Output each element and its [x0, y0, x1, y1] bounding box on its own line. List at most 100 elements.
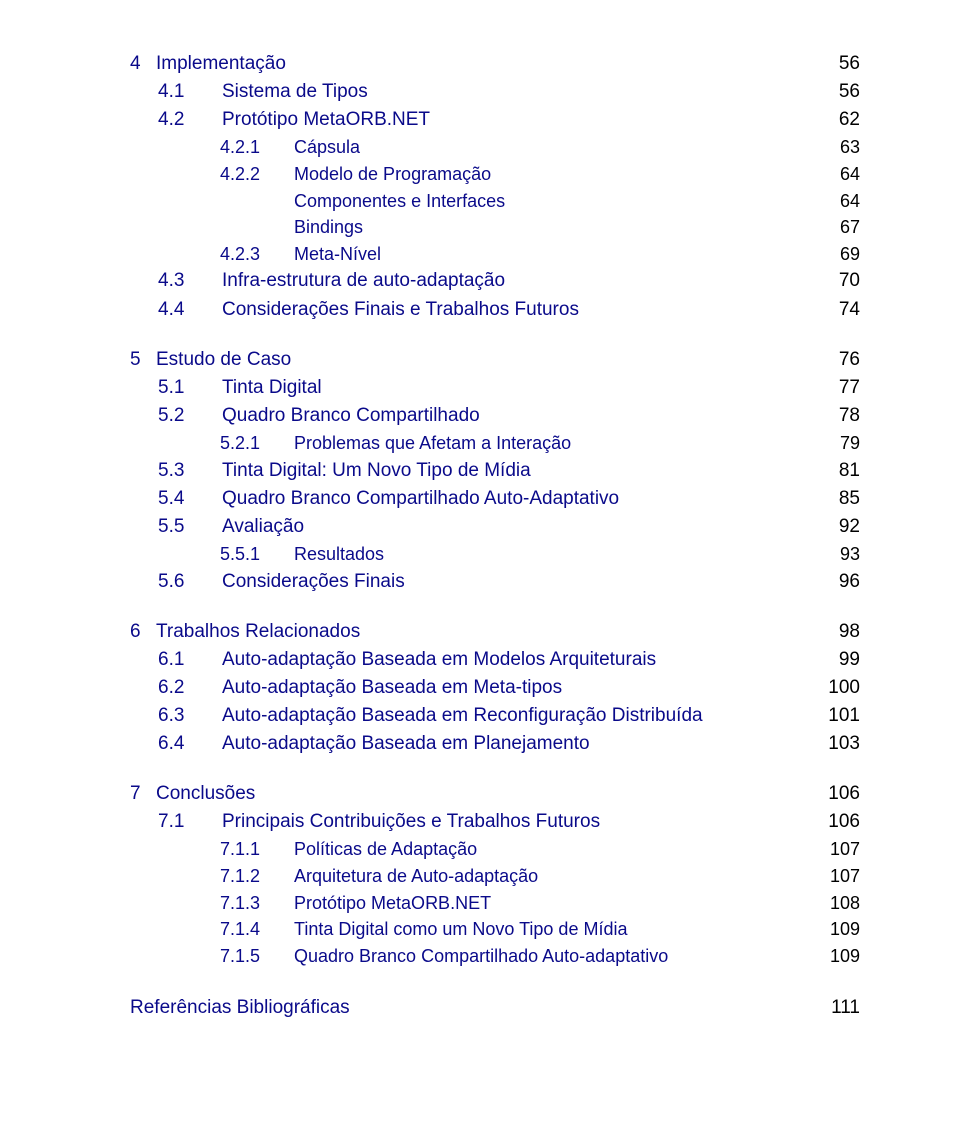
toc-section[interactable]: 6.3 Auto-adaptação Baseada em Reconfigur… [130, 702, 860, 730]
toc-number: 4.3 [130, 267, 222, 295]
toc-title: Auto-adaptação Baseada em Reconfiguração… [222, 702, 820, 730]
toc-number: 5.4 [130, 485, 222, 513]
toc-title: Conclusões [156, 780, 820, 808]
toc-section[interactable]: 6.4 Auto-adaptação Baseada em Planejamen… [130, 730, 860, 758]
toc-title: Principais Contribuições e Trabalhos Fut… [222, 808, 820, 836]
toc-title: Políticas de Adaptação [294, 836, 820, 863]
toc-page-number: 78 [820, 402, 860, 430]
toc-subsection[interactable]: 7.1.3 Protótipo MetaORB.NET 108 [130, 890, 860, 917]
toc-section[interactable]: 5.6 Considerações Finais 96 [130, 568, 860, 596]
toc-number: 6.2 [130, 674, 222, 702]
toc-section[interactable]: 5.4 Quadro Branco Compartilhado Auto-Ada… [130, 485, 860, 513]
toc-page-number: 108 [820, 890, 860, 917]
toc-number: 7.1.3 [130, 890, 294, 917]
toc-section[interactable]: 6.1 Auto-adaptação Baseada em Modelos Ar… [130, 646, 860, 674]
toc-number: 5.6 [130, 568, 222, 596]
toc-number: 4.1 [130, 78, 222, 106]
toc-references[interactable]: Referências Bibliográficas 111 [130, 994, 860, 1022]
toc-title: Auto-adaptação Baseada em Modelos Arquit… [222, 646, 820, 674]
toc-section[interactable]: 6.2 Auto-adaptação Baseada em Meta-tipos… [130, 674, 860, 702]
toc-page-number: 109 [820, 943, 860, 970]
toc-page-number: 101 [820, 702, 860, 730]
toc-section[interactable]: 5.1 Tinta Digital 77 [130, 374, 860, 402]
toc-page-number: 103 [820, 730, 860, 758]
toc-section[interactable]: 5.2 Quadro Branco Compartilhado 78 [130, 402, 860, 430]
toc-number: 6.4 [130, 730, 222, 758]
toc-page-number: 96 [820, 568, 860, 596]
toc-number: 4.2 [130, 106, 222, 134]
toc-number: 5.5.1 [130, 541, 294, 568]
toc-section[interactable]: 5.5 Avaliação 92 [130, 513, 860, 541]
toc-title: Problemas que Afetam a Interação [294, 430, 820, 457]
toc-title: Considerações Finais [222, 568, 820, 596]
toc-chapter[interactable]: 6 Trabalhos Relacionados 98 [130, 618, 860, 646]
toc-title: Quadro Branco Compartilhado Auto-adaptat… [294, 943, 820, 970]
toc-subsection[interactable]: 5.2.1 Problemas que Afetam a Interação 7… [130, 430, 860, 457]
toc-title: Quadro Branco Compartilhado Auto-Adaptat… [222, 485, 820, 513]
toc-number: 4.4 [130, 296, 222, 324]
toc-title: Quadro Branco Compartilhado [222, 402, 820, 430]
toc-title: Avaliação [222, 513, 820, 541]
toc-title: Arquitetura de Auto-adaptação [294, 863, 820, 890]
toc-title: Tinta Digital como um Novo Tipo de Mídia [294, 916, 820, 943]
toc-subsection[interactable]: 7.1.1 Políticas de Adaptação 107 [130, 836, 860, 863]
toc-title: Considerações Finais e Trabalhos Futuros [222, 296, 820, 324]
toc-chapter[interactable]: 7 Conclusões 106 [130, 780, 860, 808]
toc-title: Meta-Nível [294, 241, 820, 268]
toc-page-number: 93 [820, 541, 860, 568]
toc-title: Bindings [294, 214, 820, 241]
toc-page-number: 81 [820, 457, 860, 485]
toc-page-number: 98 [820, 618, 860, 646]
toc-title: Resultados [294, 541, 820, 568]
toc-section[interactable]: 7.1 Principais Contribuições e Trabalhos… [130, 808, 860, 836]
toc-chapter[interactable]: 4 Implementação 56 [130, 50, 860, 78]
toc-number: 5.2.1 [130, 430, 294, 457]
toc-number: 6 [130, 618, 156, 646]
toc-section[interactable]: 4.4 Considerações Finais e Trabalhos Fut… [130, 296, 860, 324]
toc-page-number: 64 [820, 188, 860, 215]
toc-title: Cápsula [294, 134, 820, 161]
toc-title: Modelo de Programação [294, 161, 820, 188]
toc-section[interactable]: 5.3 Tinta Digital: Um Novo Tipo de Mídia… [130, 457, 860, 485]
toc-title: Tinta Digital: Um Novo Tipo de Mídia [222, 457, 820, 485]
toc-number: 7.1.5 [130, 943, 294, 970]
toc-page-number: 56 [820, 78, 860, 106]
toc-section[interactable]: 4.2 Protótipo MetaORB.NET 62 [130, 106, 860, 134]
toc-subsection[interactable]: Componentes e Interfaces 64 [130, 188, 860, 215]
toc-number: 7.1.4 [130, 916, 294, 943]
toc-page-number: 74 [820, 296, 860, 324]
toc-subsection[interactable]: 7.1.5 Quadro Branco Compartilhado Auto-a… [130, 943, 860, 970]
toc-title: Tinta Digital [222, 374, 820, 402]
toc-number: 5.5 [130, 513, 222, 541]
toc-section[interactable]: 4.1 Sistema de Tipos 56 [130, 78, 860, 106]
toc-subsection[interactable]: 4.2.2 Modelo de Programação 64 [130, 161, 860, 188]
toc-page-number: 85 [820, 485, 860, 513]
toc-subsection[interactable]: 7.1.4 Tinta Digital como um Novo Tipo de… [130, 916, 860, 943]
toc-page-number: 62 [820, 106, 860, 134]
toc-page-number: 106 [820, 780, 860, 808]
toc-number: 7 [130, 780, 156, 808]
toc-number: 5.1 [130, 374, 222, 402]
toc-subsection[interactable]: Bindings 67 [130, 214, 860, 241]
toc-page-number: 77 [820, 374, 860, 402]
toc-title: Protótipo MetaORB.NET [294, 890, 820, 917]
toc-title: Auto-adaptação Baseada em Planejamento [222, 730, 820, 758]
toc-subsection[interactable]: 4.2.1 Cápsula 63 [130, 134, 860, 161]
toc-number: 4.2.2 [130, 161, 294, 188]
toc-page-number: 107 [820, 863, 860, 890]
toc-page-number: 79 [820, 430, 860, 457]
toc-subsection[interactable]: 7.1.2 Arquitetura de Auto-adaptação 107 [130, 863, 860, 890]
toc-subsection[interactable]: 4.2.3 Meta-Nível 69 [130, 241, 860, 268]
toc-page-number: 99 [820, 646, 860, 674]
toc-title: Infra-estrutura de auto-adaptação [222, 267, 820, 295]
toc-page-number: 109 [820, 916, 860, 943]
toc-chapter[interactable]: 5 Estudo de Caso 76 [130, 346, 860, 374]
toc-page-number: 63 [820, 134, 860, 161]
toc-title: Trabalhos Relacionados [156, 618, 820, 646]
toc-section[interactable]: 4.3 Infra-estrutura de auto-adaptação 70 [130, 267, 860, 295]
toc-number: 5.2 [130, 402, 222, 430]
toc-subsection[interactable]: 5.5.1 Resultados 93 [130, 541, 860, 568]
toc-title: Referências Bibliográficas [130, 994, 820, 1022]
toc-title: Auto-adaptação Baseada em Meta-tipos [222, 674, 820, 702]
toc-number: 6.1 [130, 646, 222, 674]
